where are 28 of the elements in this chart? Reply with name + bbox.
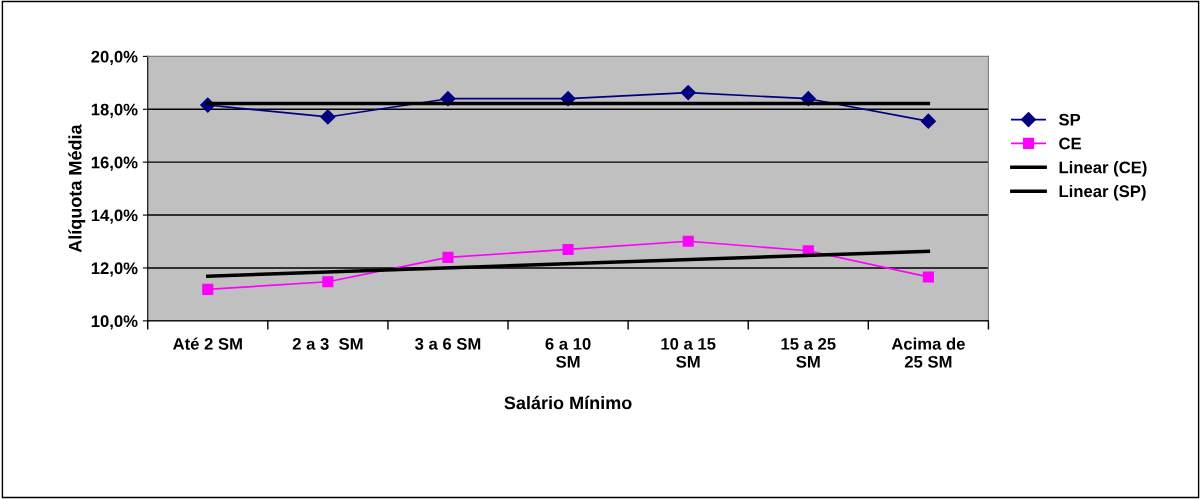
y-tick-label: 18,0% xyxy=(91,103,138,118)
y-tick-label: 20,0% xyxy=(91,50,138,66)
point xyxy=(322,276,334,288)
y-tick-label: 12,0% xyxy=(91,262,138,277)
x-tick-label: 15 a 25 SM xyxy=(781,337,836,368)
x-tick-label: 3 a 6 SM xyxy=(415,337,481,350)
y-tick-label: 14,0% xyxy=(91,209,138,224)
point xyxy=(680,85,696,101)
legend-label: CE xyxy=(1059,137,1081,150)
point xyxy=(682,235,694,247)
x-tick-label: Até 2 SM xyxy=(173,337,242,350)
x-tick-label: 10 a 15 SM xyxy=(661,337,716,368)
point xyxy=(562,243,574,256)
y-tick-label: 16,0% xyxy=(91,156,138,171)
legend-label: SP xyxy=(1058,113,1081,126)
x-tick-label: 6 a 10 SM xyxy=(545,337,591,368)
point xyxy=(922,271,934,283)
x-axis-title: Salário Mínimo xyxy=(504,395,632,410)
y-axis-title: Alíquota Média xyxy=(68,124,86,253)
point xyxy=(920,113,936,129)
x-tick-label: 2 a 3 SM xyxy=(292,337,363,350)
legend-label: Linear (CE) xyxy=(1059,161,1147,177)
y-tick-label: 10,0% xyxy=(91,315,138,330)
legend-label: Linear (SP) xyxy=(1059,184,1146,201)
point xyxy=(442,251,454,263)
x-tick-label: Acima de 25 SM xyxy=(891,337,965,368)
point xyxy=(202,283,214,295)
point xyxy=(320,109,336,125)
